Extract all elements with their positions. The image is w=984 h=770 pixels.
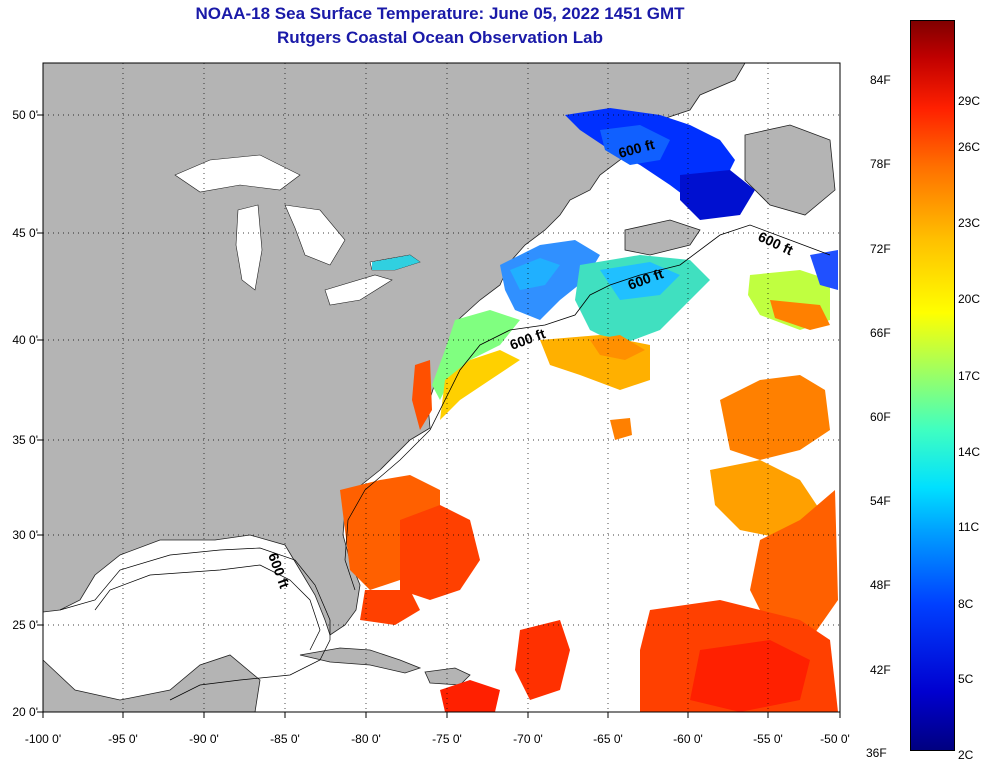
lat-label-20: 20 0' — [12, 705, 38, 719]
lat-label-30: 30 0' — [12, 528, 38, 542]
lat-label-25: 25 0' — [12, 618, 38, 632]
scale-c-17: 17C — [958, 369, 981, 383]
lon-label-65: -65 0' — [593, 732, 623, 746]
scale-f-48: 48F — [870, 578, 891, 592]
lon-label-50: -50 0' — [820, 732, 850, 746]
lat-label-45: 45 0' — [12, 226, 38, 240]
axis-ticks — [37, 114, 841, 718]
lake-michigan — [235, 204, 263, 291]
scale-f-54: 54F — [870, 494, 891, 508]
lat-label-35: 35 0' — [12, 433, 38, 447]
map-frame — [42, 62, 841, 713]
grid-lines — [43, 63, 840, 712]
land-north-america — [43, 63, 746, 636]
scale-c-29: 29C — [958, 94, 981, 108]
scale-c-14: 14C — [958, 445, 981, 459]
scale-c-8: 8C — [958, 597, 974, 611]
scale-c-20: 20C — [958, 292, 981, 306]
isobath-600ft-gulf — [94, 564, 321, 651]
lon-label-90: -90 0' — [189, 732, 219, 746]
land-nova-scotia — [624, 219, 701, 256]
lon-label-85: -85 0' — [270, 732, 300, 746]
lat-label-40: 40 0' — [12, 333, 38, 347]
lon-label-55: -55 0' — [753, 732, 783, 746]
map-title: NOAA-18 Sea Surface Temperature: June 05… — [195, 4, 685, 23]
land-hispaniola — [424, 667, 471, 686]
lake-superior — [174, 154, 301, 193]
lon-label-100: -100 0' — [24, 732, 62, 746]
scale-c-2: 2C — [958, 748, 974, 762]
scale-f-36: 36F — [866, 746, 887, 760]
lat-label-50: 50 0' — [12, 108, 38, 122]
lon-label-80: -80 0' — [351, 732, 381, 746]
land-yucatan — [43, 654, 261, 712]
land-newfoundland — [744, 124, 836, 216]
scale-f-78: 78F — [870, 157, 891, 171]
scale-f-72: 72F — [870, 242, 891, 256]
scale-f-84: 84F — [870, 73, 891, 87]
isobath-600ft-east — [344, 429, 431, 591]
color-scale-bar — [910, 20, 955, 751]
land-cuba — [299, 647, 422, 674]
lon-label-75: -75 0' — [432, 732, 462, 746]
lake-ontario-sst — [372, 255, 420, 270]
scale-f-42: 42F — [870, 663, 891, 677]
isobath-600ft-line — [429, 224, 831, 431]
sst-patches — [340, 108, 838, 712]
scale-c-23: 23C — [958, 216, 981, 230]
gulf-coast-line — [59, 547, 331, 701]
scale-c-5: 5C — [958, 672, 974, 686]
lake-erie — [324, 274, 393, 306]
lon-label-70: -70 0' — [513, 732, 543, 746]
scale-c-11: 11C — [958, 520, 980, 534]
map-subtitle: Rutgers Coastal Ocean Observation Lab — [277, 28, 603, 47]
scale-c-26: 26C — [958, 140, 981, 154]
lon-label-95: -95 0' — [108, 732, 138, 746]
scale-f-60: 60F — [870, 410, 891, 424]
scale-f-66: 66F — [870, 326, 891, 340]
lake-huron — [284, 204, 346, 266]
lon-label-60: -60 0' — [673, 732, 703, 746]
